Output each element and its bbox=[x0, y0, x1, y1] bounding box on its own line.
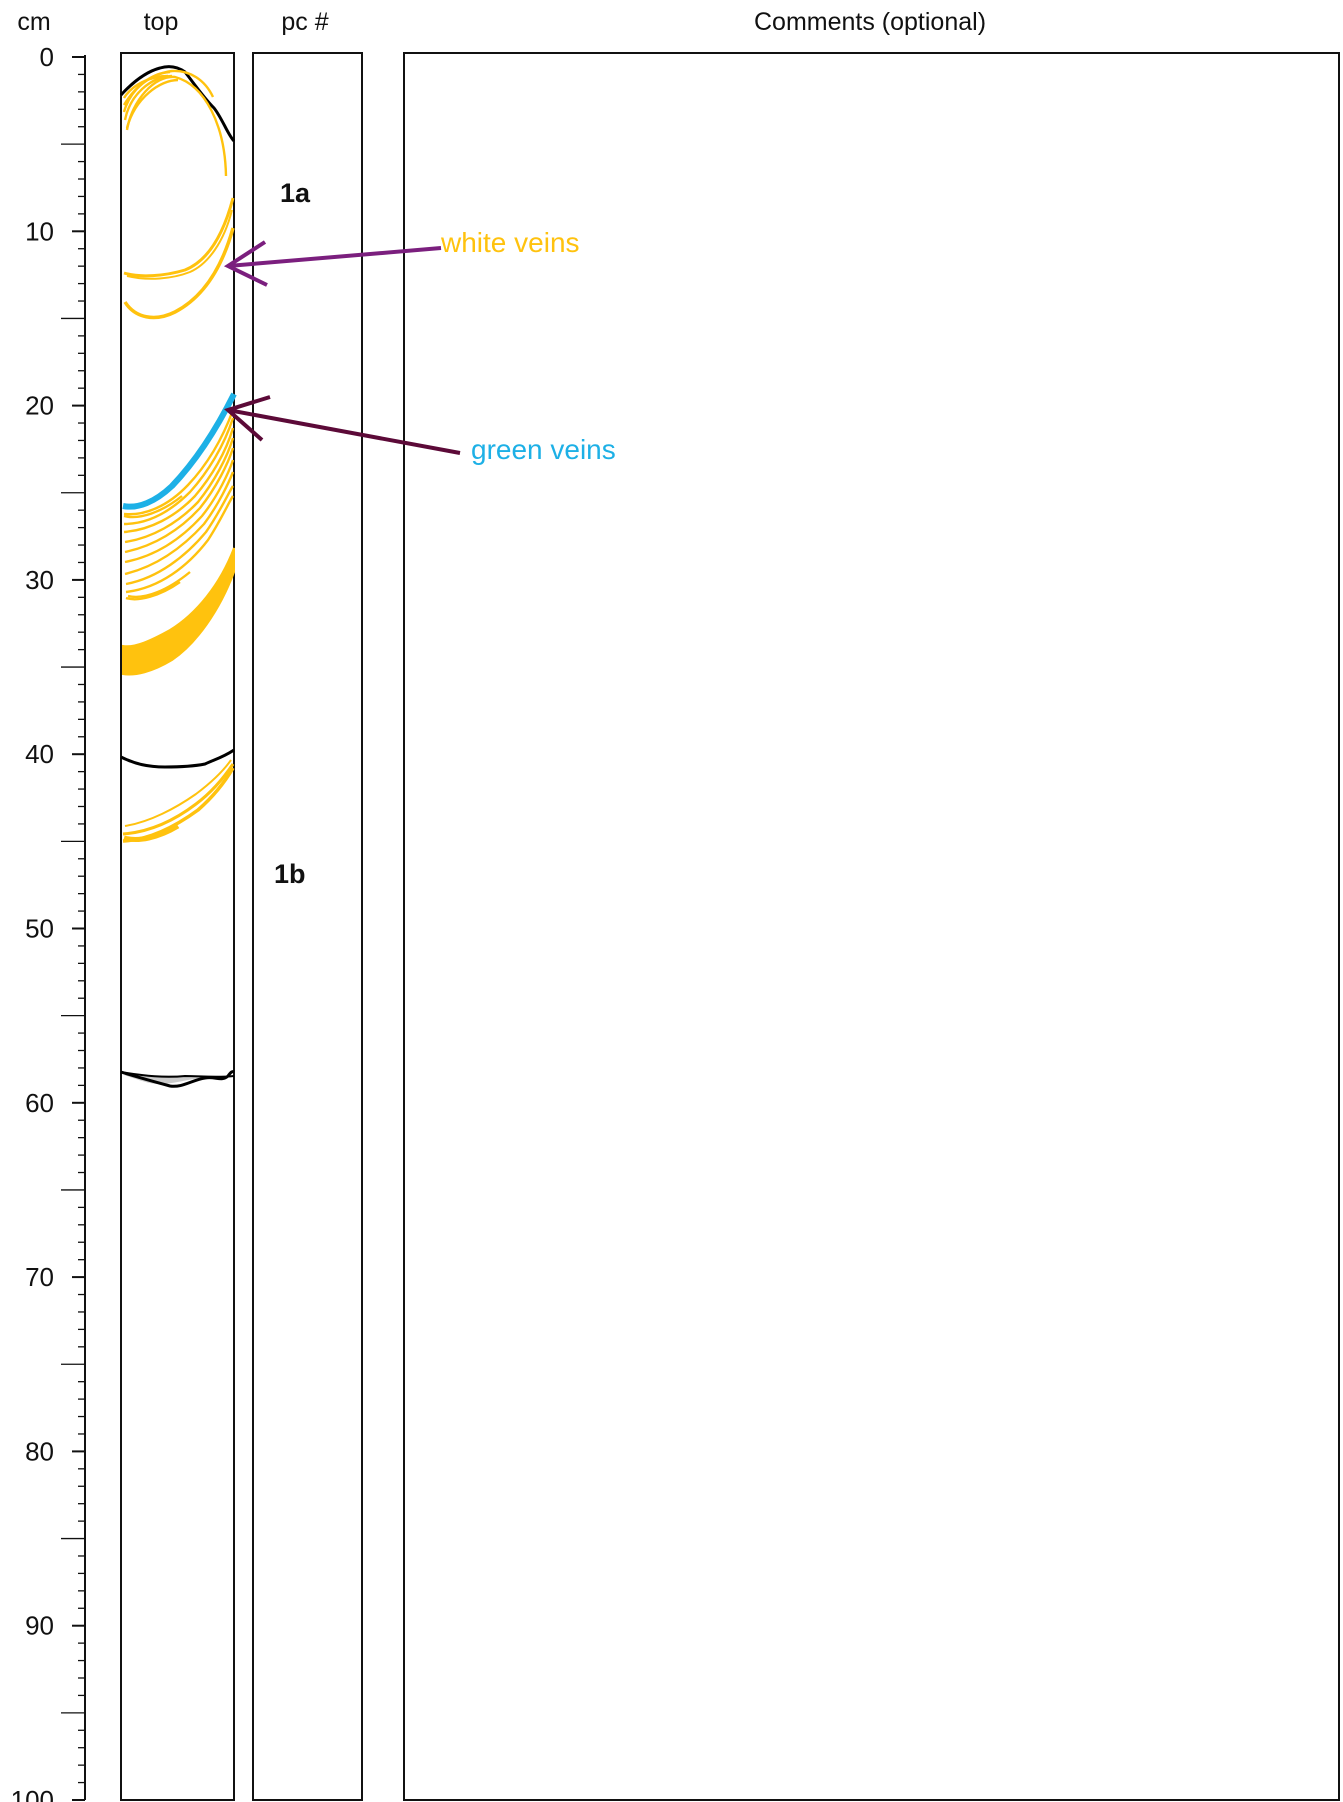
depth-label: 80 bbox=[25, 1436, 54, 1466]
depth-label: 0 bbox=[40, 42, 54, 72]
white-veins-annotation: white veins bbox=[223, 227, 580, 287]
green-veins-annotation: green veins bbox=[224, 395, 616, 465]
depth-label: 50 bbox=[25, 914, 54, 944]
depth-label: 90 bbox=[25, 1611, 54, 1641]
piece-column-box bbox=[252, 52, 363, 1801]
core-drawing bbox=[119, 52, 237, 1801]
green-vein bbox=[122, 392, 237, 510]
piece-boundary-40cm bbox=[120, 748, 235, 769]
comments-box[interactable] bbox=[403, 52, 1340, 1801]
depth-label: 40 bbox=[25, 739, 54, 769]
depth-label: 100 bbox=[11, 1785, 54, 1802]
piece-label-1b: 1b bbox=[274, 859, 306, 889]
piece-column-header: pc # bbox=[281, 8, 328, 36]
depth-label: 20 bbox=[25, 391, 54, 421]
white-veins-arrowhead bbox=[223, 240, 268, 287]
white-veins-20-30cm bbox=[123, 409, 235, 601]
comments-column-header: Comments (optional) bbox=[754, 8, 986, 36]
depth-label: 60 bbox=[25, 1088, 54, 1118]
piece-label-1a: 1a bbox=[280, 178, 311, 208]
core-column-box bbox=[120, 52, 235, 1801]
depth-label: 30 bbox=[25, 565, 54, 595]
white-veins-label: white veins bbox=[440, 227, 580, 258]
depth-unit-header: cm bbox=[17, 8, 50, 36]
white-veins-arrow-shaft bbox=[227, 246, 442, 268]
piece-boundary-58cm bbox=[120, 1070, 235, 1088]
white-veins-upper-thin bbox=[122, 69, 228, 177]
white-veins-10-15cm bbox=[123, 197, 235, 320]
depth-scale: 0 10 20 30 40 50 60 70 80 90 100 bbox=[11, 42, 86, 1802]
core-column-header: top bbox=[144, 8, 179, 36]
white-vein-thick bbox=[122, 547, 235, 676]
green-veins-arrow-shaft bbox=[227, 408, 461, 455]
green-veins-label: green veins bbox=[471, 434, 616, 465]
green-veins-arrowhead bbox=[224, 395, 271, 442]
depth-label: 70 bbox=[25, 1262, 54, 1292]
white-veins-41-45cm bbox=[122, 759, 235, 843]
depth-label: 10 bbox=[25, 216, 54, 246]
